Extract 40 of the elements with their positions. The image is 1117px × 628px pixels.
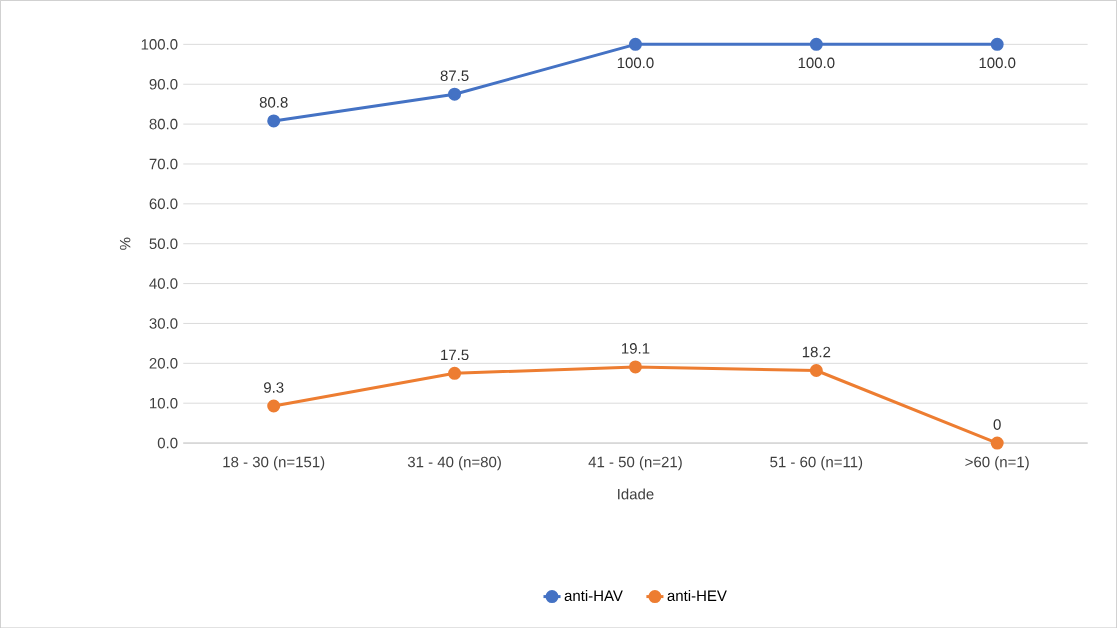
data-label: 87.5 [440,70,469,81]
y-axis-title: % [119,237,131,250]
point [267,399,281,413]
y-tick-label: 80.0 [149,118,178,130]
y-tick-label: 60.0 [149,198,178,209]
point [990,37,1004,51]
y-tick-label: 20.0 [149,357,178,369]
y-tick-label: 70.0 [149,158,178,170]
data-label: 19.1 [622,342,650,354]
legend-label: anti-HAV [564,589,623,601]
y-tick-label: 10.0 [150,397,178,409]
point [809,363,823,377]
point [448,87,462,101]
x-tick-label: 31 - 40 (n=80) [407,456,501,471]
y-tick-label: 90.0 [149,78,178,90]
legend-label: anti-HEV [667,589,727,601]
data-label: 80.8 [259,96,288,108]
data-label: 18.2 [802,346,831,358]
point [448,366,462,380]
x-tick-label: 41 - 50 (n=21) [588,456,682,471]
y-tick-label: 40.0 [149,278,178,289]
data-label: 100.0 [979,57,1016,68]
y-tick-label: 30.0 [149,317,178,329]
y-tick-label: 100.0 [141,38,178,50]
y-tick-label: 0.0 [157,437,178,449]
data-label: 9.3 [264,382,284,393]
x-tick-label: 51 - 60 (n=11) [770,456,863,471]
point [809,37,823,51]
x-axis-title: Idade [618,488,654,500]
point [990,436,1004,450]
point [628,37,642,51]
data-label: 100.0 [617,57,654,68]
data-label: 17.5 [441,349,469,360]
data-label: 100.0 [798,57,835,68]
x-tick-label: >60 (n=1) [965,456,1029,471]
y-tick-label: 50.0 [149,238,178,249]
data-label: 0 [993,419,1001,430]
point [267,114,281,128]
x-tick-label: 18 - 30 (n=151) [223,456,325,471]
point [628,360,642,374]
